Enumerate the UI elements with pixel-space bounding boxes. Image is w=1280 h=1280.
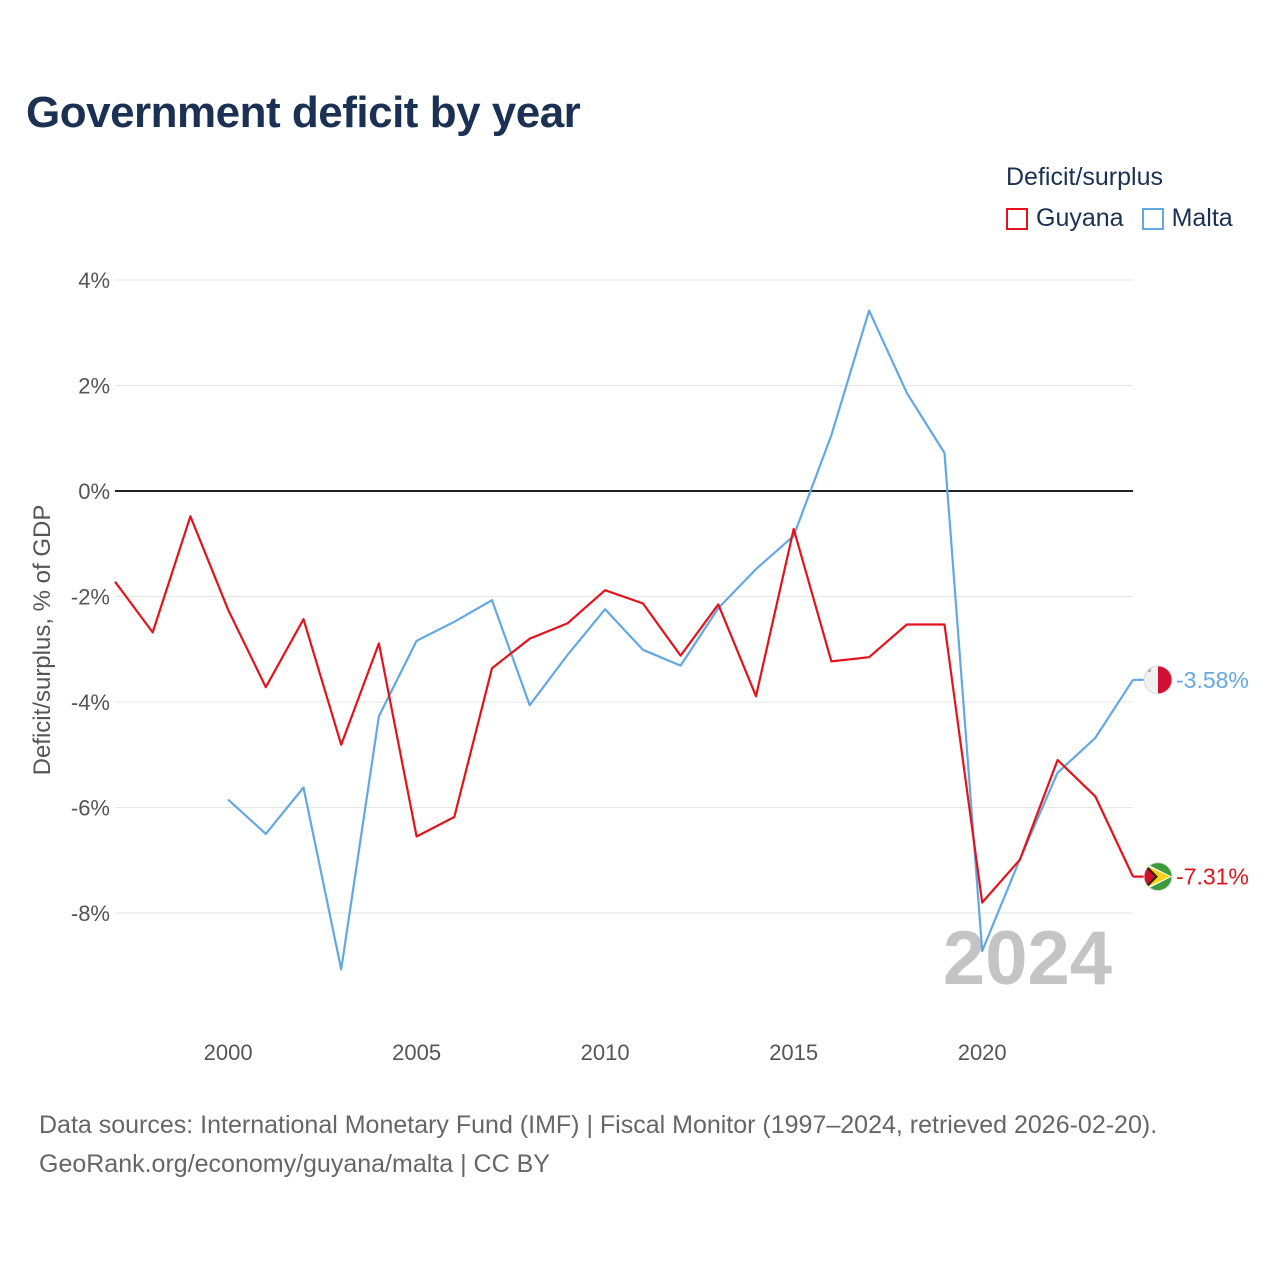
year-watermark: 2024 — [943, 916, 1112, 1001]
y-tick-label: -4% — [71, 690, 110, 715]
legend-title: Deficit/surplus — [1006, 163, 1163, 191]
y-axis-label: Deficit/surplus, % of GDP — [29, 505, 56, 776]
y-tick-label: 2% — [78, 374, 110, 399]
legend-label-malta: Malta — [1171, 204, 1233, 232]
end-label-malta: -3.58% — [1176, 667, 1249, 693]
end-label-guyana: -7.31% — [1176, 864, 1249, 890]
malta-flag-icon — [1143, 665, 1173, 695]
y-tick-label: -2% — [71, 585, 110, 610]
source-footer: Data sources: International Monetary Fun… — [39, 1106, 1157, 1184]
y-tick-label: -8% — [71, 901, 110, 926]
y-tick-labels: 4% 2% 0% -2% -4% -6% -8% — [71, 268, 110, 926]
x-tick-label: 2005 — [392, 1040, 441, 1065]
gridlines — [115, 279, 1133, 914]
credit-line: GeoRank.org/economy/guyana/malta | CC BY — [39, 1150, 550, 1178]
x-tick-label: 2015 — [769, 1040, 818, 1065]
y-tick-label: 0% — [78, 479, 110, 504]
source-line: Data sources: International Monetary Fun… — [39, 1111, 1158, 1139]
x-tick-labels: 2000 2005 2010 2015 2020 — [204, 1040, 1007, 1065]
legend-label-guyana: Guyana — [1036, 204, 1124, 232]
legend-item-guyana[interactable]: Guyana — [1006, 204, 1124, 233]
y-tick-label: -6% — [71, 796, 110, 821]
legend-swatch-malta — [1141, 207, 1164, 230]
series-line-malta[interactable] — [227, 309, 1134, 971]
x-tick-label: 2010 — [581, 1040, 630, 1065]
x-tick-label: 2000 — [204, 1040, 253, 1065]
legend: Guyana Malta — [1006, 204, 1251, 233]
series-lines — [114, 309, 1134, 971]
x-tick-label: 2020 — [958, 1040, 1007, 1065]
chart-title: Government deficit by year — [26, 88, 581, 137]
series-line-guyana[interactable] — [114, 515, 1134, 904]
legend-item-malta[interactable]: Malta — [1141, 204, 1233, 233]
end-markers: -3.58% -7.31% — [1133, 665, 1249, 892]
guyana-flag-icon — [1143, 862, 1173, 892]
legend-swatch-guyana — [1006, 207, 1028, 230]
y-tick-label: 4% — [78, 268, 110, 293]
